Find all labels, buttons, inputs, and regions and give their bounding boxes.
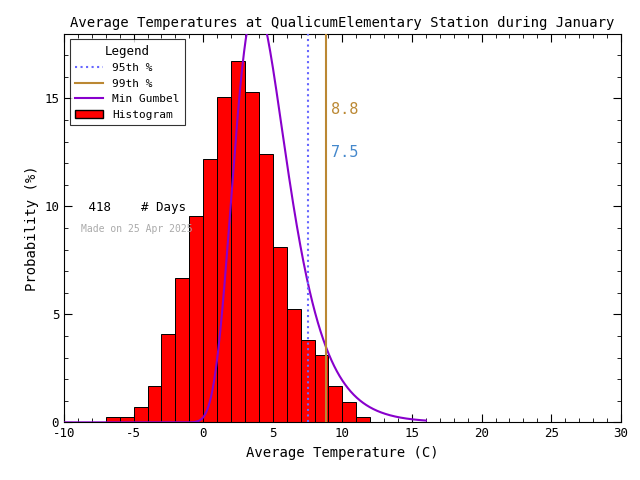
Legend: 95th %, 99th %, Min Gumbel, Histogram: 95th %, 99th %, Min Gumbel, Histogram xyxy=(70,39,185,125)
Bar xyxy=(189,216,204,422)
Bar xyxy=(301,340,315,422)
Text: 8.8: 8.8 xyxy=(332,102,358,117)
Bar xyxy=(259,154,273,422)
Bar xyxy=(134,407,147,422)
Bar xyxy=(106,417,120,422)
Text: Made on 25 Apr 2025: Made on 25 Apr 2025 xyxy=(81,224,193,234)
Title: Average Temperatures at QualicumElementary Station during January: Average Temperatures at QualicumElementa… xyxy=(70,16,614,30)
Bar xyxy=(273,247,287,422)
Bar xyxy=(147,386,161,422)
Bar xyxy=(356,417,370,422)
Bar xyxy=(315,355,328,422)
Text: 7.5: 7.5 xyxy=(332,145,358,160)
Bar xyxy=(245,92,259,422)
Bar xyxy=(161,335,175,422)
Bar xyxy=(231,60,245,422)
Bar xyxy=(217,97,231,422)
Text: 418    # Days: 418 # Days xyxy=(81,201,186,214)
Bar xyxy=(120,417,134,422)
Bar xyxy=(287,309,301,422)
Bar xyxy=(175,277,189,422)
Y-axis label: Probability (%): Probability (%) xyxy=(24,165,38,291)
X-axis label: Average Temperature (C): Average Temperature (C) xyxy=(246,446,438,460)
Bar xyxy=(328,386,342,422)
Bar xyxy=(342,402,356,422)
Bar xyxy=(204,159,217,422)
